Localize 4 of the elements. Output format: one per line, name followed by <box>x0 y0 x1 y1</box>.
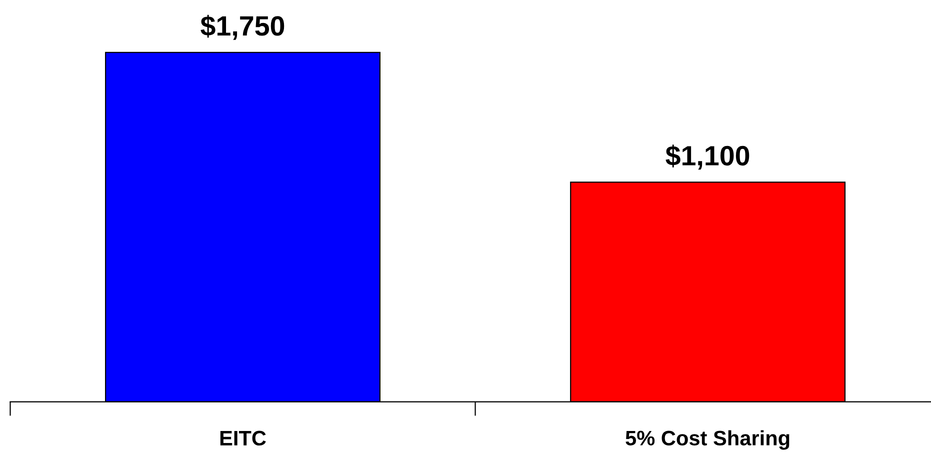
x-tick-label: EITC <box>220 430 266 446</box>
data-label: $1,100 <box>666 144 750 170</box>
data-label: $1,750 <box>200 14 284 40</box>
x-tick-label: 5% Cost Sharing <box>626 430 790 450</box>
